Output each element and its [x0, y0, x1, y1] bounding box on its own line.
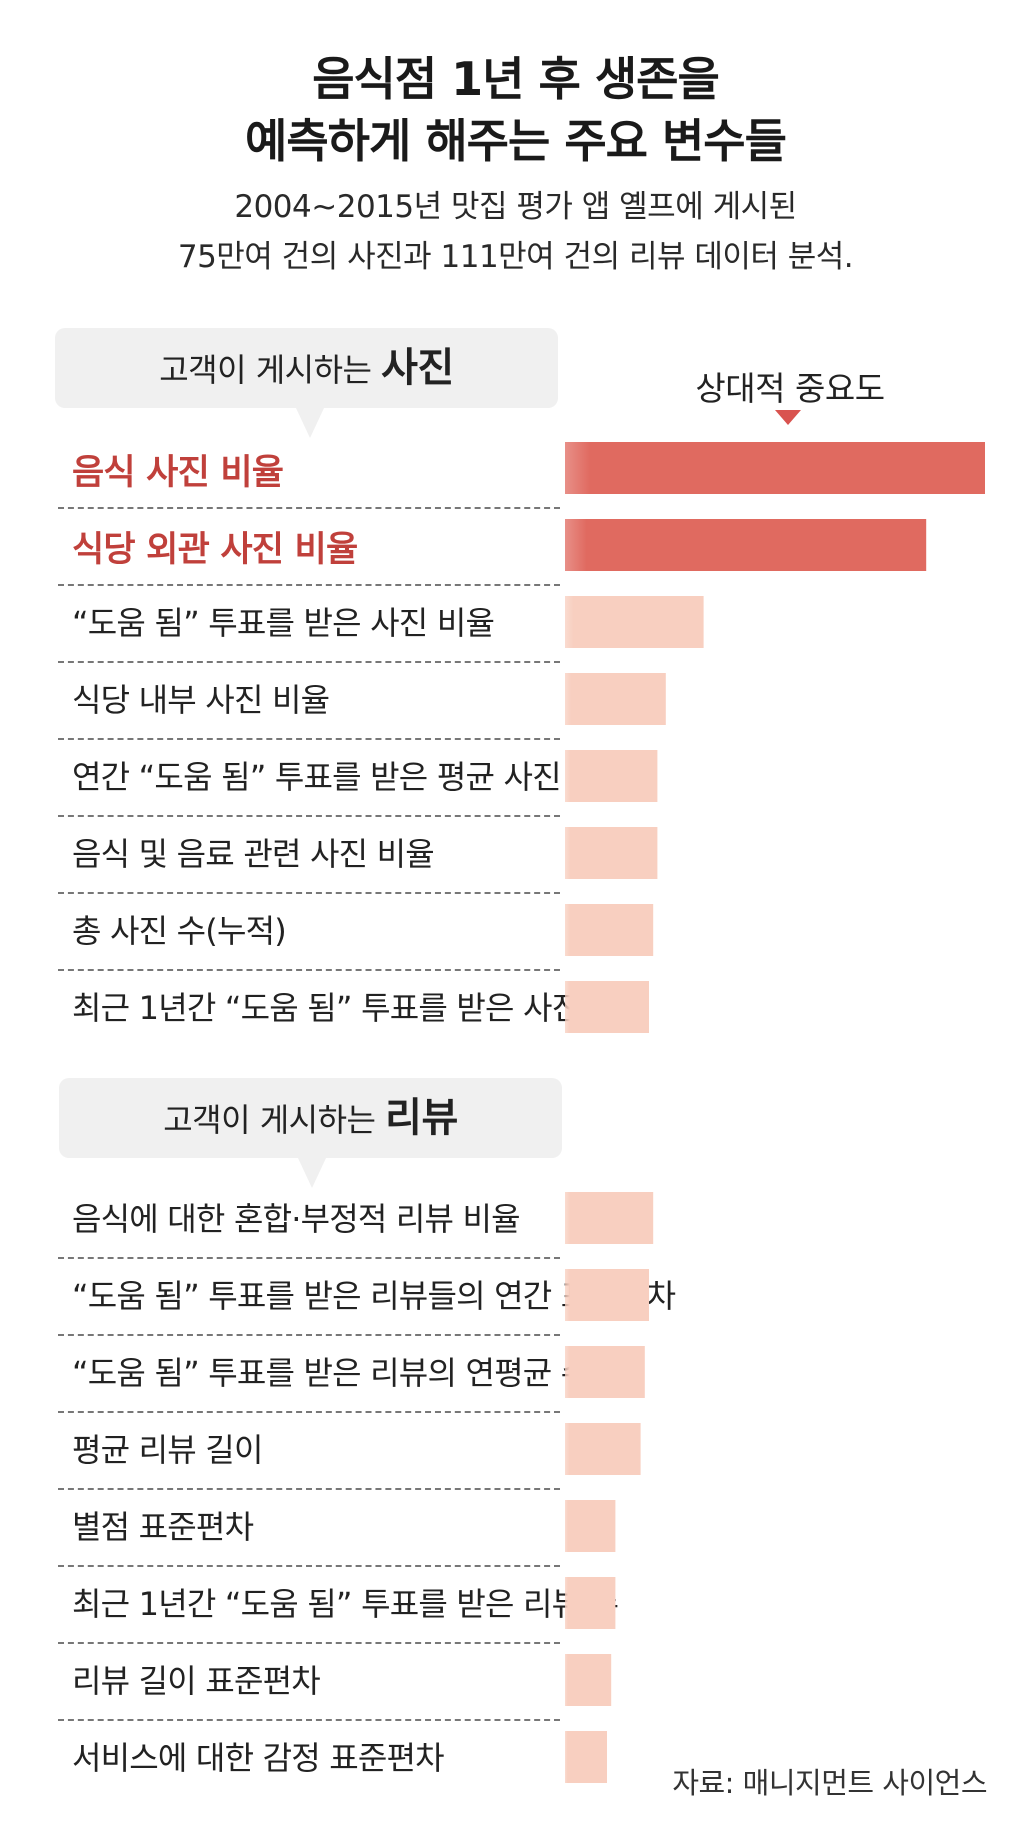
section-pointer-reviews	[298, 1158, 326, 1188]
bar	[565, 1731, 607, 1783]
row-divider	[58, 1642, 560, 1644]
bar	[565, 673, 666, 725]
bar-label: 식당 내부 사진 비율	[72, 681, 330, 719]
row-divider	[58, 1257, 560, 1259]
bar	[565, 442, 985, 494]
bar	[565, 1577, 616, 1629]
bar-label: 연간 “도움 됨” 투표를 받은 평균 사진 수	[72, 758, 600, 796]
bar	[565, 519, 927, 571]
section-keyword: 리뷰	[385, 1095, 458, 1141]
row-divider	[58, 584, 560, 586]
row-divider	[58, 507, 560, 509]
bar-label: 리뷰 길이 표준편차	[72, 1662, 321, 1700]
title-line-2: 예측하게 해주는 주요 변수들	[245, 114, 787, 168]
row-divider	[58, 1334, 560, 1336]
section-prefix: 고객이 게시하는	[159, 351, 382, 389]
bar	[565, 1500, 616, 1552]
bar	[565, 1346, 645, 1398]
bar-label: 음식에 대한 혼합·부정적 리뷰 비율	[72, 1200, 521, 1238]
row-divider	[58, 1488, 560, 1490]
bar	[565, 981, 649, 1033]
bar	[565, 827, 658, 879]
bar-label: 평균 리뷰 길이	[72, 1431, 263, 1469]
row-divider	[58, 969, 560, 971]
bar-label: 총 사진 수(누적)	[72, 912, 287, 950]
row-divider	[58, 661, 560, 663]
row-divider	[58, 892, 560, 894]
subtitle-line-2: 75만여 건의 사진과 111만여 건의 리뷰 데이터 분석.	[177, 239, 854, 275]
bar	[565, 1423, 641, 1475]
row-divider	[58, 1719, 560, 1721]
bar-label: 식당 외관 사진 비율	[72, 530, 358, 570]
title-line-1: 음식점 1년 후 생존을	[312, 52, 720, 106]
bar-label: 음식 사진 비율	[72, 453, 284, 493]
source-note: 자료: 매니지먼트 사이언스	[672, 1766, 987, 1800]
bar-label: “도움 됨” 투표를 받은 사진 비율	[72, 604, 495, 642]
chart-title: 음식점 1년 후 생존을 예측하게 해주는 주요 변수들	[0, 48, 1031, 172]
bar	[565, 1269, 649, 1321]
bar-label: “도움 됨” 투표를 받은 리뷰의 연평균 수	[72, 1354, 590, 1392]
section-prefix: 고객이 게시하는	[163, 1101, 386, 1139]
row-divider	[58, 815, 560, 817]
bar-label: 별점 표준편차	[72, 1508, 254, 1546]
row-divider	[58, 1411, 560, 1413]
bar	[565, 1654, 612, 1706]
row-divider	[58, 738, 560, 740]
chart-subtitle: 2004~2015년 맛집 평가 앱 옐프에 게시된 75만여 건의 사진과 1…	[0, 182, 1031, 282]
bar	[565, 750, 658, 802]
subtitle-line-1: 2004~2015년 맛집 평가 앱 옐프에 게시된	[234, 189, 797, 225]
bar	[565, 904, 654, 956]
section-pointer-photos	[296, 408, 324, 438]
importance-axis-label: 상대적 중요도	[695, 369, 885, 408]
bar-label: 최근 1년간 “도움 됨” 투표를 받은 사진 수	[72, 989, 619, 1027]
section-header-photos: 고객이 게시하는 사진	[55, 328, 558, 408]
down-arrow-icon	[775, 410, 801, 425]
bar-label: 음식 및 음료 관련 사진 비율	[72, 835, 435, 873]
bar	[565, 596, 704, 648]
bar-label: 서비스에 대한 감정 표준편차	[72, 1739, 445, 1777]
bar	[565, 1192, 654, 1244]
section-header-reviews: 고객이 게시하는 리뷰	[59, 1078, 562, 1158]
bar-label: 최근 1년간 “도움 됨” 투표를 받은 리뷰 수	[72, 1585, 619, 1623]
section-keyword: 사진	[381, 345, 454, 391]
row-divider	[58, 1565, 560, 1567]
